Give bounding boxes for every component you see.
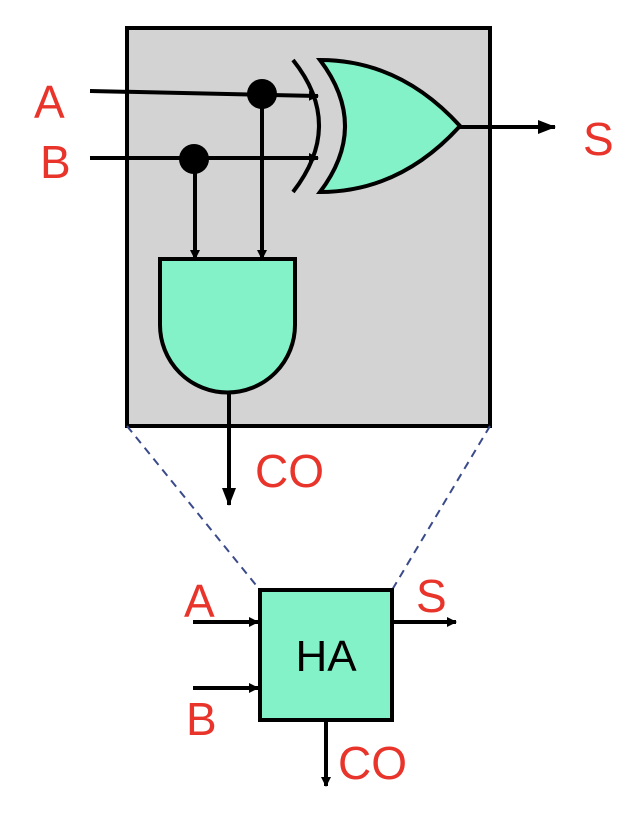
zoom-line-left — [126, 425, 261, 591]
ha-block: HA A B S CO — [184, 570, 457, 789]
xor-body — [315, 57, 463, 195]
label-co: CO — [255, 445, 324, 497]
label-s: S — [583, 113, 614, 165]
module-detail: A B S CO — [34, 26, 614, 506]
zoom-line-right — [391, 425, 491, 591]
xor-gate — [291, 57, 463, 195]
xor-input-curve — [291, 58, 321, 194]
junction-a — [247, 79, 277, 109]
ha-label: HA — [295, 632, 357, 681]
ha-label-co: CO — [338, 737, 407, 789]
junction-b — [179, 144, 209, 174]
ha-box — [258, 588, 394, 722]
ha-wires — [193, 617, 457, 787]
ha-label-b: B — [186, 693, 217, 745]
and-gate — [158, 257, 297, 395]
label-b: B — [40, 136, 71, 188]
ha-label-s: S — [416, 570, 447, 622]
zoom-lines — [126, 425, 491, 591]
label-a: A — [34, 76, 65, 128]
wire-a — [89, 89, 319, 101]
ha-label-a: A — [184, 575, 215, 627]
